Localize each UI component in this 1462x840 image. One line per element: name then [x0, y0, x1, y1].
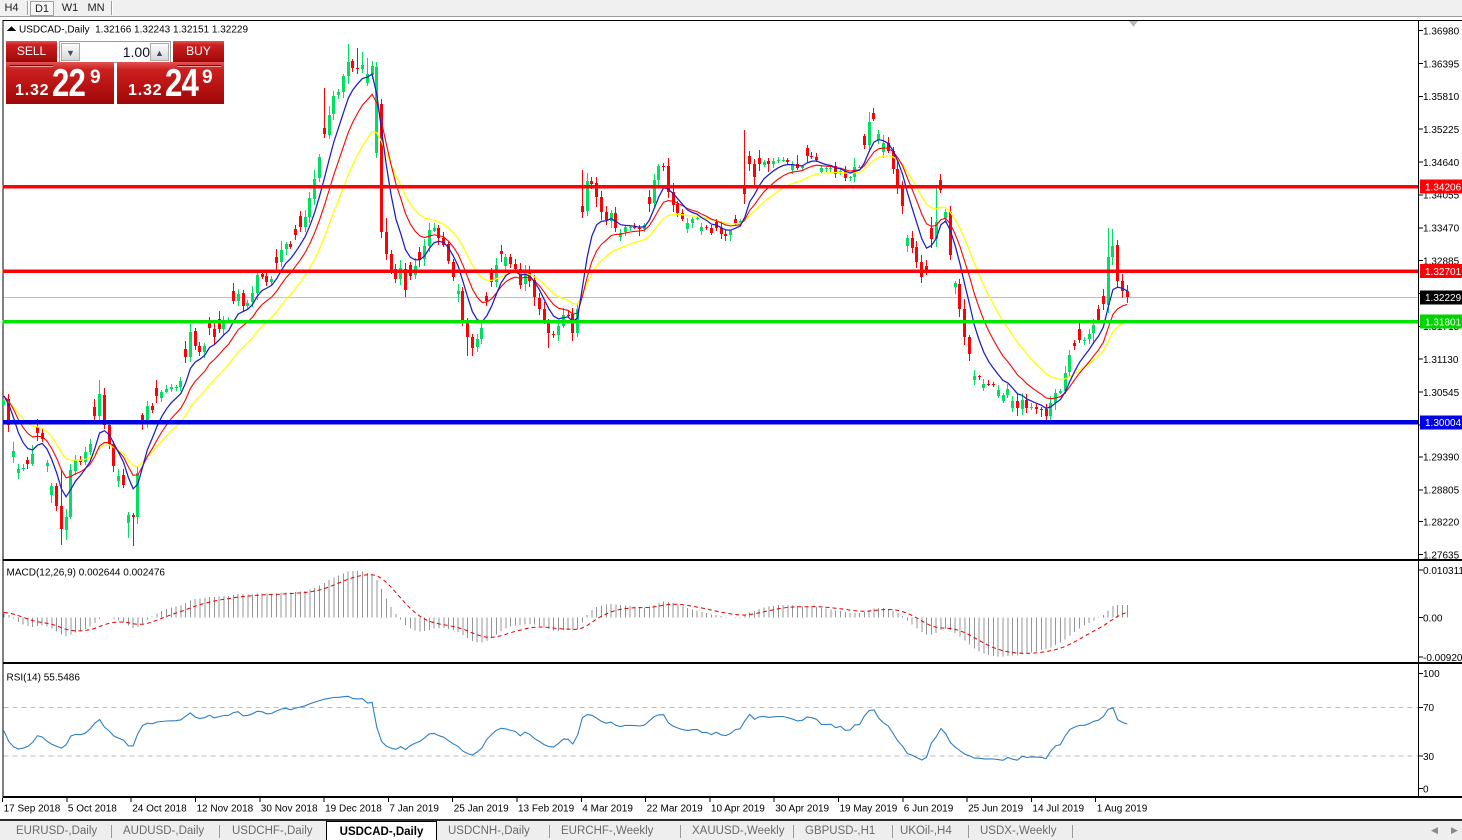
svg-text:1.28805: 1.28805: [1423, 486, 1460, 497]
svg-text:RSI(14) 55.5486: RSI(14) 55.5486: [7, 673, 81, 684]
svg-text:1.36980: 1.36980: [1423, 27, 1460, 38]
svg-text:1.28220: 1.28220: [1423, 518, 1460, 529]
svg-text:25 Jan 2019: 25 Jan 2019: [454, 804, 509, 815]
svg-text:24 Oct 2018: 24 Oct 2018: [132, 804, 187, 815]
svg-text:13 Feb 2019: 13 Feb 2019: [518, 804, 575, 815]
svg-text:70: 70: [1423, 703, 1435, 714]
svg-text:1.29390: 1.29390: [1423, 453, 1460, 464]
svg-text:USDCAD-,Daily 1.32166 1.32243: USDCAD-,Daily 1.32166 1.32243 1.32151 1.…: [19, 25, 248, 36]
svg-text:30: 30: [1423, 752, 1435, 763]
svg-text:0: 0: [1423, 784, 1429, 795]
svg-text:1.34206: 1.34206: [1425, 182, 1462, 193]
svg-text:4 Mar 2019: 4 Mar 2019: [582, 804, 633, 815]
svg-text:1.35810: 1.35810: [1423, 92, 1460, 103]
svg-text:1.30004: 1.30004: [1425, 418, 1462, 429]
svg-text:1.36395: 1.36395: [1423, 59, 1460, 70]
svg-text:1.34640: 1.34640: [1423, 158, 1460, 169]
svg-text:1.34055: 1.34055: [1423, 191, 1460, 202]
svg-text:1.32701: 1.32701: [1425, 267, 1462, 278]
svg-text:30 Nov 2018: 30 Nov 2018: [261, 804, 318, 815]
svg-text:25 Jun 2019: 25 Jun 2019: [968, 804, 1023, 815]
svg-text:22 Mar 2019: 22 Mar 2019: [647, 804, 704, 815]
svg-text:100: 100: [1423, 669, 1440, 680]
svg-text:1.32229: 1.32229: [1425, 293, 1462, 304]
svg-text:14 Jul 2019: 14 Jul 2019: [1032, 804, 1084, 815]
svg-text:1.27635: 1.27635: [1423, 550, 1460, 561]
svg-text:-0.009203: -0.009203: [1423, 653, 1462, 664]
svg-text:0.010311: 0.010311: [1423, 566, 1462, 577]
svg-text:1.32885: 1.32885: [1423, 256, 1460, 267]
svg-text:10 Apr 2019: 10 Apr 2019: [711, 804, 765, 815]
svg-text:1.31130: 1.31130: [1423, 355, 1459, 366]
svg-text:7 Jan 2019: 7 Jan 2019: [389, 804, 439, 815]
svg-text:17 Sep 2018: 17 Sep 2018: [4, 804, 61, 815]
svg-text:6 Jun 2019: 6 Jun 2019: [904, 804, 954, 815]
svg-text:19 May 2019: 19 May 2019: [840, 804, 898, 815]
svg-text:1 Aug 2019: 1 Aug 2019: [1097, 804, 1148, 815]
svg-text:MACD(12,26,9) 0.002644 0.00247: MACD(12,26,9) 0.002644 0.002476: [7, 568, 166, 579]
svg-text:5 Oct 2018: 5 Oct 2018: [68, 804, 117, 815]
svg-text:12 Nov 2018: 12 Nov 2018: [197, 804, 254, 815]
svg-text:1.30545: 1.30545: [1423, 388, 1460, 399]
svg-text:19 Dec 2018: 19 Dec 2018: [325, 804, 382, 815]
svg-text:1.35225: 1.35225: [1423, 125, 1460, 136]
svg-text:1.31801: 1.31801: [1425, 317, 1462, 328]
svg-text:30 Apr 2019: 30 Apr 2019: [775, 804, 829, 815]
svg-text:1.33470: 1.33470: [1423, 224, 1460, 235]
svg-text:0.00: 0.00: [1423, 613, 1443, 624]
